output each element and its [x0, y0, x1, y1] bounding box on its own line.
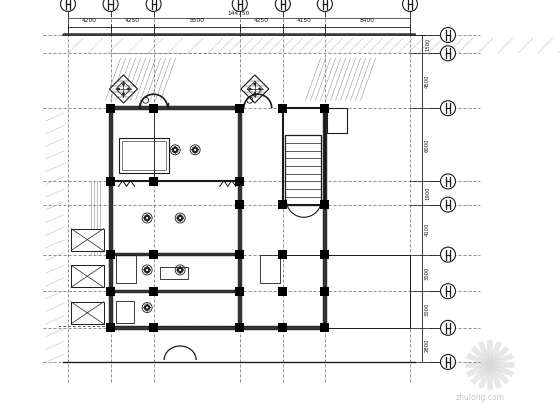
Bar: [110, 106, 240, 110]
Text: zhulong.com: zhulong.com: [455, 393, 505, 402]
Bar: [278, 104, 287, 113]
Circle shape: [403, 0, 418, 11]
Bar: [235, 250, 244, 259]
Circle shape: [441, 197, 455, 212]
Text: 1500: 1500: [425, 37, 430, 51]
Bar: [149, 250, 158, 259]
Text: 4200: 4200: [82, 18, 97, 24]
Text: 6000: 6000: [425, 138, 430, 152]
Bar: [320, 250, 329, 259]
Bar: [106, 250, 115, 259]
Bar: [327, 108, 347, 133]
Bar: [149, 177, 158, 186]
Bar: [71, 302, 104, 324]
Bar: [106, 104, 115, 113]
Bar: [106, 287, 115, 296]
Bar: [278, 323, 287, 332]
Circle shape: [127, 88, 129, 90]
Bar: [260, 255, 280, 283]
Bar: [110, 290, 240, 293]
Bar: [110, 253, 240, 256]
Polygon shape: [241, 75, 269, 103]
Circle shape: [441, 27, 455, 42]
Bar: [235, 323, 244, 332]
Circle shape: [103, 0, 118, 11]
Text: 2800: 2800: [425, 338, 430, 352]
Text: 3000: 3000: [425, 266, 430, 280]
Circle shape: [60, 0, 76, 11]
Text: 1900: 1900: [425, 186, 430, 200]
Bar: [122, 142, 166, 171]
Bar: [109, 108, 113, 328]
Bar: [278, 250, 287, 259]
Text: 144750: 144750: [228, 11, 250, 16]
Bar: [115, 255, 136, 283]
Circle shape: [441, 46, 455, 61]
Bar: [323, 108, 327, 328]
Text: 4250: 4250: [254, 18, 269, 24]
Bar: [320, 104, 329, 113]
Bar: [235, 287, 244, 296]
Bar: [278, 200, 287, 209]
Circle shape: [441, 354, 455, 370]
Bar: [71, 265, 104, 287]
Bar: [235, 104, 244, 113]
Text: 8400: 8400: [360, 18, 375, 24]
Text: 4100: 4100: [425, 223, 430, 236]
Bar: [285, 135, 321, 205]
Bar: [235, 200, 244, 209]
Bar: [110, 326, 325, 330]
Bar: [119, 139, 169, 173]
Polygon shape: [116, 81, 131, 97]
Text: 8500: 8500: [189, 18, 204, 24]
Bar: [149, 104, 158, 113]
Circle shape: [441, 284, 455, 299]
Circle shape: [318, 0, 333, 11]
Text: 4500: 4500: [425, 74, 430, 87]
Bar: [235, 177, 244, 186]
Bar: [115, 301, 134, 323]
Bar: [149, 323, 158, 332]
Text: 4250: 4250: [124, 18, 139, 24]
Circle shape: [441, 174, 455, 189]
Bar: [320, 287, 329, 296]
Bar: [106, 323, 115, 332]
Circle shape: [254, 93, 256, 95]
Bar: [320, 200, 329, 209]
Polygon shape: [110, 75, 138, 103]
Bar: [106, 177, 115, 186]
Circle shape: [249, 88, 251, 90]
Polygon shape: [247, 81, 263, 97]
Bar: [149, 287, 158, 296]
Circle shape: [146, 0, 161, 11]
Circle shape: [122, 83, 125, 85]
Bar: [320, 323, 329, 332]
Circle shape: [259, 88, 261, 90]
Circle shape: [254, 83, 256, 85]
Circle shape: [276, 0, 290, 11]
Circle shape: [118, 88, 120, 90]
Circle shape: [232, 0, 248, 11]
Circle shape: [122, 93, 125, 95]
Circle shape: [441, 101, 455, 116]
Bar: [238, 108, 241, 328]
Bar: [235, 104, 244, 113]
Circle shape: [441, 247, 455, 262]
Bar: [71, 228, 104, 251]
Bar: [278, 287, 287, 296]
Text: 3000: 3000: [425, 303, 430, 316]
Circle shape: [441, 320, 455, 335]
Bar: [160, 267, 188, 279]
Text: 4150: 4150: [296, 18, 311, 24]
